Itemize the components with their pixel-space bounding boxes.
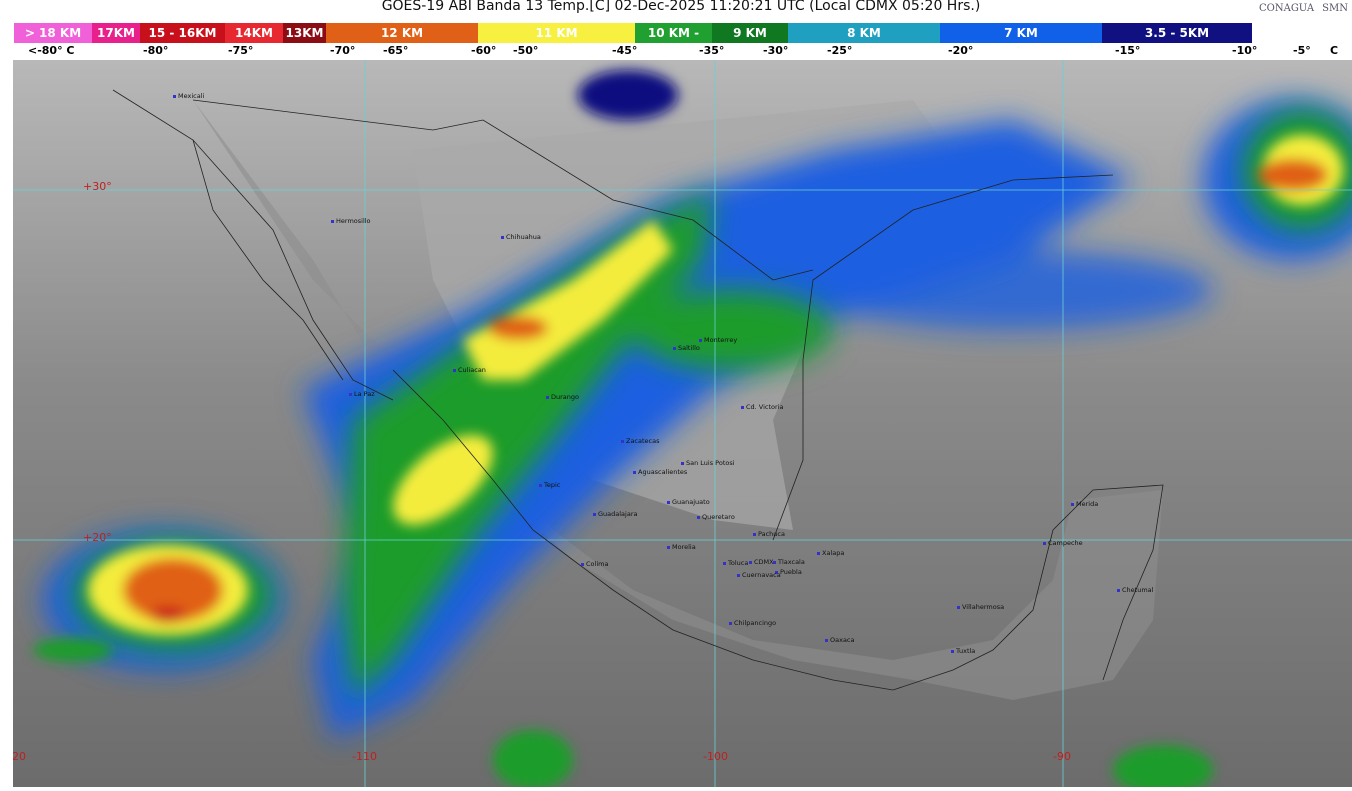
grid-label: +30° <box>83 180 112 193</box>
scale-segment: 7 KM <box>940 23 1102 43</box>
city-label: Chihuahua <box>501 233 541 241</box>
grid-label: +20° <box>83 531 112 544</box>
temperature-label: -80° <box>143 44 169 57</box>
city-label: Queretaro <box>697 513 735 521</box>
logos: CONAGUA SMN <box>1259 3 1348 14</box>
city-label: San Luis Potosi <box>681 459 735 467</box>
scale-segment: 11 KM <box>478 23 635 43</box>
satellite-map: +30° +20° -120 -110 -100 -90 Mexicali Hermosil… <box>13 60 1352 787</box>
temperature-label: -35° <box>699 44 725 57</box>
city-label: Campeche <box>1043 539 1083 547</box>
city-label: Tlaxcala <box>773 558 805 566</box>
coastlines <box>112 89 1164 691</box>
scale-segment: 3.5 - 5KM <box>1102 23 1252 43</box>
color-scale-legend: > 18 KM 17KM 15 - 16KM 14KM 13KM 12 KM 11 KM 10… <box>14 23 1352 43</box>
image-title: GOES-19 ABI Banda 13 Temp.[C] 02-Dec-202… <box>381 0 981 14</box>
city-label: Pachuca <box>753 530 785 538</box>
city-label: Puebla <box>775 568 802 576</box>
scale-segment: 8 KM <box>788 23 940 43</box>
city-label: Merida <box>1071 500 1098 508</box>
city-label: Culiacan <box>453 366 486 374</box>
smn-logo: SMN <box>1322 3 1348 14</box>
grid-label: -100 <box>703 750 728 763</box>
grid-label: -90 <box>1053 750 1071 763</box>
scale-segment: 14KM <box>225 23 283 43</box>
temperature-label: <-80° C <box>28 44 75 57</box>
scale-segment: > 18 KM <box>14 23 92 43</box>
grid-label: -120 <box>13 750 26 763</box>
city-label: Toluca <box>723 559 748 567</box>
city-label: Oaxaca <box>825 636 855 644</box>
city-label: Chilpancingo <box>729 619 776 627</box>
city-label: Xalapa <box>817 549 844 557</box>
city-label: La Paz <box>349 390 375 398</box>
city-label: Monterrey <box>699 336 737 344</box>
scale-segment: 15 - 16KM <box>140 23 225 43</box>
city-label: Cuernavaca <box>737 571 781 579</box>
scale-segment: 17KM <box>92 23 140 43</box>
scale-segment: 13KM <box>283 23 326 43</box>
city-label: Villahermosa <box>957 603 1004 611</box>
city-label: Durango <box>546 393 579 401</box>
city-label: Aguascalientes <box>633 468 687 476</box>
city-label: Tuxtla <box>951 647 975 655</box>
temperature-label: -30° <box>763 44 789 57</box>
cloud-layer <box>13 60 1352 787</box>
temperature-label: C <box>1330 44 1339 57</box>
city-label: Zacatecas <box>621 437 659 445</box>
city-label: CDMX <box>749 558 774 566</box>
city-label: Guadalajara <box>593 510 637 518</box>
city-label: Guanajuato <box>667 498 710 506</box>
temperature-label: -45° <box>612 44 638 57</box>
temperature-label: -5° <box>1293 44 1311 57</box>
scale-segment: 10 KM - <box>635 23 712 43</box>
temperature-label: -10° <box>1232 44 1258 57</box>
temperature-label: -65° <box>383 44 409 57</box>
temperature-label: -20° <box>948 44 974 57</box>
city-label: Hermosillo <box>331 217 371 225</box>
city-label: Colima <box>581 560 608 568</box>
temperature-label: -60° <box>471 44 497 57</box>
grid-label: -110 <box>352 750 377 763</box>
scale-segment: 9 KM <box>712 23 788 43</box>
scale-segment: 12 KM <box>326 23 478 43</box>
temperature-label: -70° <box>330 44 356 57</box>
temperature-label: -15° <box>1115 44 1141 57</box>
temperature-label: -50° <box>513 44 539 57</box>
temperature-label: -25° <box>827 44 853 57</box>
temperature-label: -75° <box>228 44 254 57</box>
city-label: Tepic <box>539 481 560 489</box>
city-label: Cd. Victoria <box>741 403 783 411</box>
city-label: Mexicali <box>173 92 204 100</box>
city-label: Morelia <box>667 543 696 551</box>
city-label: Saltillo <box>673 344 700 352</box>
conagua-logo: CONAGUA <box>1259 3 1315 14</box>
city-label: Chetumal <box>1117 586 1153 594</box>
temperature-scale: <-80° C -80° -75° -70° -65° -60° -50° -45° -35° -… <box>0 44 1352 58</box>
